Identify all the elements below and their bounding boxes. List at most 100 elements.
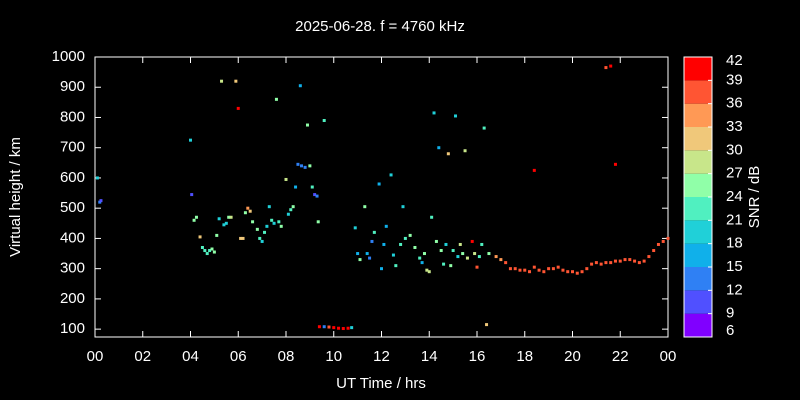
data-point xyxy=(480,242,484,246)
data-point xyxy=(243,211,247,215)
data-point xyxy=(513,267,517,271)
data-point xyxy=(652,249,656,253)
data-point xyxy=(224,221,228,225)
data-point xyxy=(284,177,288,181)
data-point xyxy=(451,249,455,253)
data-point xyxy=(427,270,431,274)
x-tick-label: 02 xyxy=(134,348,151,365)
data-point xyxy=(95,176,99,180)
colorbar-tick-label: 12 xyxy=(726,281,743,298)
data-point xyxy=(205,252,209,256)
data-point xyxy=(477,255,481,259)
data-point xyxy=(470,239,474,243)
data-point xyxy=(229,215,233,219)
data-point xyxy=(542,270,546,274)
data-point xyxy=(251,220,255,224)
data-point xyxy=(239,236,243,240)
data-point xyxy=(482,126,486,130)
data-point xyxy=(425,268,429,272)
data-point xyxy=(454,114,458,118)
data-point xyxy=(198,235,202,239)
colorbar-tick-label: 24 xyxy=(726,188,743,205)
data-point xyxy=(508,267,512,271)
data-point xyxy=(661,239,665,243)
data-point xyxy=(499,258,503,262)
data-point xyxy=(528,270,532,274)
data-point xyxy=(346,326,350,330)
data-point xyxy=(289,208,293,212)
data-point xyxy=(265,224,269,228)
data-point xyxy=(422,252,426,256)
data-point xyxy=(394,264,398,268)
y-axis-label: Virtual height / km xyxy=(7,137,24,257)
colorbar-tick-label: 42 xyxy=(726,52,743,69)
data-point xyxy=(442,262,446,266)
colorbar-tick-label: 39 xyxy=(726,71,743,88)
data-point xyxy=(465,256,469,260)
data-point xyxy=(365,252,369,256)
data-point xyxy=(291,205,295,209)
data-point xyxy=(363,205,367,209)
y-tick-label: 100 xyxy=(60,320,85,337)
data-point xyxy=(594,261,598,265)
data-point xyxy=(350,326,354,330)
data-point xyxy=(380,267,383,271)
data-point xyxy=(220,79,224,83)
colorbar-label: SNR / dB xyxy=(746,166,763,229)
data-point xyxy=(313,193,317,197)
data-point xyxy=(368,256,372,260)
data-point xyxy=(532,265,536,269)
data-point xyxy=(296,162,300,166)
data-point xyxy=(463,149,467,153)
colorbar-band xyxy=(684,267,712,291)
data-point xyxy=(274,97,278,101)
data-point xyxy=(227,215,231,219)
data-point xyxy=(458,242,462,246)
data-point xyxy=(628,258,632,262)
data-point xyxy=(353,226,357,230)
x-tick-label: 08 xyxy=(278,348,295,365)
x-tick-label: 18 xyxy=(516,348,533,365)
data-point xyxy=(189,138,192,142)
data-point xyxy=(444,242,448,246)
y-tick-label: 1000 xyxy=(52,48,85,65)
data-point xyxy=(286,212,290,216)
data-point xyxy=(437,146,441,150)
y-tick-label: 800 xyxy=(60,108,85,125)
data-point xyxy=(580,270,584,274)
data-point xyxy=(461,252,465,256)
data-point xyxy=(210,247,214,251)
data-point xyxy=(656,242,660,246)
data-point xyxy=(389,173,393,177)
data-point xyxy=(208,249,212,253)
data-point xyxy=(449,264,453,268)
data-point xyxy=(494,255,498,259)
data-point xyxy=(391,253,395,257)
data-point xyxy=(200,245,204,249)
x-tick-label: 14 xyxy=(421,348,438,365)
data-point xyxy=(408,233,412,237)
x-axis-label: UT Time / hrs xyxy=(336,375,426,392)
data-point xyxy=(571,270,574,274)
data-point xyxy=(255,227,259,231)
data-point xyxy=(456,255,460,259)
colorbar-band xyxy=(684,243,712,267)
data-point xyxy=(194,215,198,219)
colorbar-tick-label: 21 xyxy=(726,211,743,228)
y-tick-label: 500 xyxy=(60,199,85,216)
data-point xyxy=(561,268,565,272)
colorbar-band xyxy=(684,313,712,337)
colorbar-band xyxy=(684,57,712,81)
data-point xyxy=(322,325,326,329)
data-point xyxy=(300,164,304,168)
x-tick-label: 22 xyxy=(612,348,629,365)
colorbar-band xyxy=(684,150,712,174)
data-point xyxy=(370,239,374,243)
data-point xyxy=(613,259,617,263)
y-tick-label: 300 xyxy=(60,260,85,277)
x-tick-label: 00 xyxy=(87,348,104,365)
colorbar-tick-label: 33 xyxy=(726,118,743,135)
data-point xyxy=(298,84,302,88)
data-point xyxy=(270,218,274,222)
data-point xyxy=(277,220,281,224)
